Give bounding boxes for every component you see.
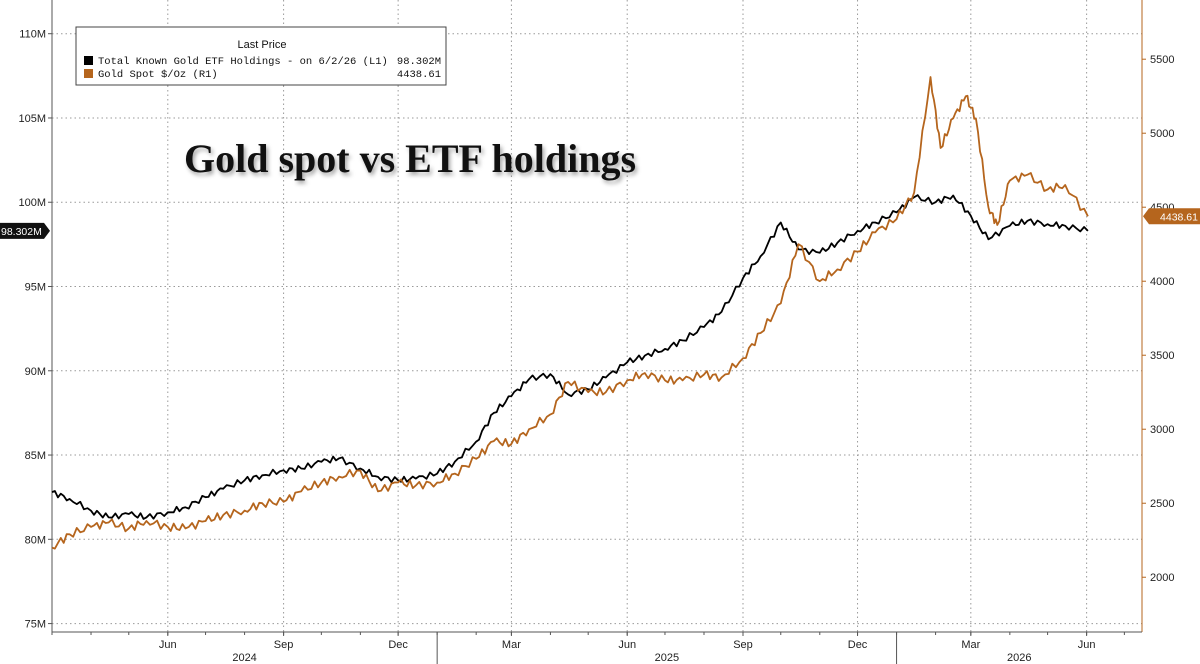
right-last-tag: 4438.61 (1143, 208, 1200, 225)
right-tick-label: 5500 (1150, 54, 1174, 66)
right-tick-label: 3500 (1150, 350, 1174, 362)
year-label: 2026 (1007, 652, 1031, 664)
left-last-tag: 98.302M (0, 222, 50, 239)
legend-swatch-gold (84, 69, 93, 78)
left-tick-label: 75M (25, 619, 46, 631)
legend-box (75, 26, 447, 86)
x-tick-label: Mar (502, 639, 521, 651)
x-tick-label: Mar (961, 639, 980, 651)
chart-title: Gold spot vs ETF holdings (184, 136, 636, 181)
legend-value-etf: 98.302M (397, 56, 441, 68)
right-last-tag-text: 4438.61 (1160, 211, 1198, 223)
legend-label-gold: Gold Spot $/Oz (R1) (98, 69, 218, 81)
legend-header: Last Price (238, 39, 287, 51)
series-layer (51, 76, 1089, 550)
right-tick-label: 3000 (1150, 424, 1174, 436)
left-tick-label: 95M (25, 282, 46, 294)
x-tick-label: Dec (848, 639, 868, 651)
right-last-tag-shape (1143, 208, 1200, 225)
legend-label-etf: Total Known Gold ETF Holdings - on 6/2/2… (98, 56, 388, 68)
x-tick-label: Jun (618, 639, 636, 651)
left-tick-label: 100M (18, 197, 46, 209)
right-tick-label: 2500 (1150, 498, 1174, 510)
left-last-tag-text: 98.302M (1, 226, 42, 238)
axes-layer: 75M 80M 85M 90M 95M 100M 105M 110M 2000 2500 3000 3… (18, 0, 1174, 664)
right-tick-label: 5000 (1150, 128, 1174, 140)
x-tick-label: Sep (274, 639, 294, 651)
grid-layer (52, 0, 1142, 632)
left-last-tag-shape (0, 222, 50, 239)
series-line-etf-holdings (51, 194, 1089, 520)
left-tick-label: 85M (25, 450, 46, 462)
x-tick-label: Dec (388, 639, 408, 651)
legend: Last Price Total Known Gold ETF Holdings… (75, 26, 447, 86)
year-label: 2024 (232, 652, 256, 664)
x-tick-label: Jun (1078, 639, 1096, 651)
year-label: 2025 (655, 652, 679, 664)
right-tick-label: 2000 (1150, 572, 1174, 584)
x-tick-label: Sep (733, 639, 753, 651)
left-tick-label: 90M (25, 366, 46, 378)
series-line-gold-spot (51, 76, 1089, 550)
left-tick-label: 110M (19, 29, 46, 41)
legend-value-gold: 4438.61 (397, 69, 441, 81)
right-tick-label: 4000 (1150, 276, 1174, 288)
x-tick-label: Jun (159, 639, 177, 651)
left-tick-label: 105M (18, 113, 46, 125)
left-tick-label: 80M (25, 534, 46, 546)
legend-swatch-etf (84, 56, 93, 65)
